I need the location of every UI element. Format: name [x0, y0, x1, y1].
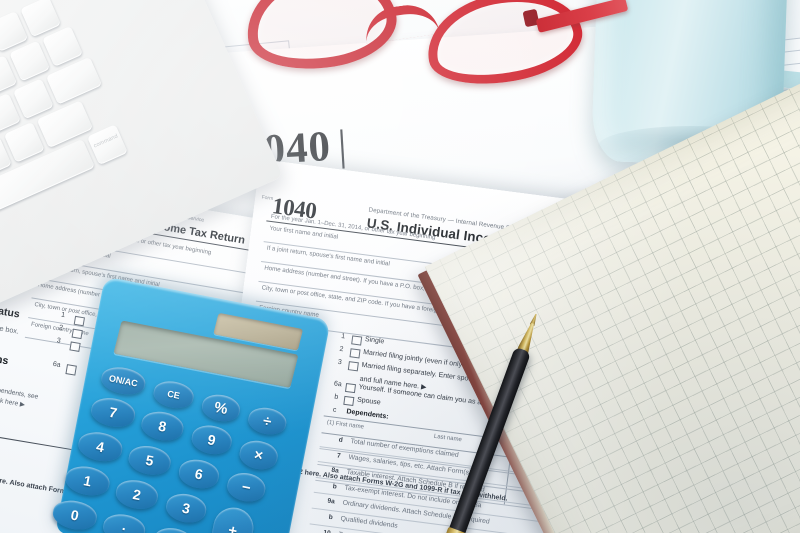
calc-key-9[interactable]: 9	[189, 422, 235, 458]
line-number: 9a	[326, 497, 336, 506]
checkbox[interactable]	[73, 315, 85, 327]
calc-key-4[interactable]: 4	[76, 428, 125, 465]
filing-status-heading: Filing Status	[0, 298, 21, 321]
line-number: 7	[336, 452, 342, 460]
calc-key-8[interactable]: 8	[139, 408, 186, 444]
calc-key-divide[interactable]: ÷	[246, 404, 289, 438]
line-number: d	[338, 436, 344, 444]
calc-key-6[interactable]: 6	[176, 456, 222, 492]
calc-key-7[interactable]: 7	[88, 394, 138, 431]
calculator[interactable]: ON/AC CE % ÷ 7 8 9 × 4 5 6 − 1 2 3 + 0 ·…	[50, 276, 331, 533]
status-label: Single	[364, 336, 385, 346]
more-dependents-note: If more than four dependents, see instru…	[0, 378, 39, 410]
column-first-name: (1) First name	[326, 419, 365, 431]
calc-key-5[interactable]: 5	[126, 442, 173, 479]
exemption-label: Spouse	[356, 396, 382, 407]
checkbox-married-joint[interactable]	[349, 347, 361, 359]
checkbox[interactable]	[65, 364, 77, 376]
calc-key-equals[interactable]: =	[151, 524, 196, 533]
checkbox-married-separate[interactable]	[347, 360, 359, 372]
exemptions-heading: Exemptions	[0, 345, 10, 368]
checkbox-spouse[interactable]	[343, 395, 354, 406]
eyeglasses	[236, 0, 629, 104]
exemption-number: c	[332, 406, 337, 414]
calc-key-multiply[interactable]: ×	[237, 437, 280, 473]
form-label: Form	[261, 194, 274, 203]
calc-key-3[interactable]: 3	[163, 490, 209, 526]
line-number: b	[332, 482, 338, 491]
calc-key-2[interactable]: 2	[113, 476, 161, 513]
status-number: 1	[340, 332, 346, 341]
calc-key-percent[interactable]: %	[199, 391, 243, 425]
column-last-name: Last name	[433, 433, 463, 444]
calc-key-ce[interactable]: CE	[151, 378, 196, 412]
exemption-number: 6a	[333, 380, 343, 389]
checkbox-yourself[interactable]	[344, 382, 356, 394]
calc-key-minus[interactable]: −	[224, 469, 268, 505]
status-number: 3	[337, 358, 343, 367]
calc-key-plus[interactable]: +	[208, 504, 257, 533]
exemption-number: b	[333, 393, 339, 402]
income-rule	[0, 425, 78, 451]
line-number: 8a	[330, 466, 340, 475]
checkbox-row: 6a	[51, 350, 77, 376]
line-number: b	[328, 513, 334, 522]
status-number: 2	[339, 345, 344, 354]
checkbox[interactable]	[71, 328, 83, 340]
checkbox[interactable]	[69, 340, 81, 352]
calc-key-decimal[interactable]: ·	[100, 510, 148, 533]
checkbox-number: 6a	[52, 360, 62, 370]
line-number: 10	[322, 528, 332, 533]
form-number-bar: |	[336, 121, 349, 170]
checkbox-single[interactable]	[351, 334, 362, 346]
